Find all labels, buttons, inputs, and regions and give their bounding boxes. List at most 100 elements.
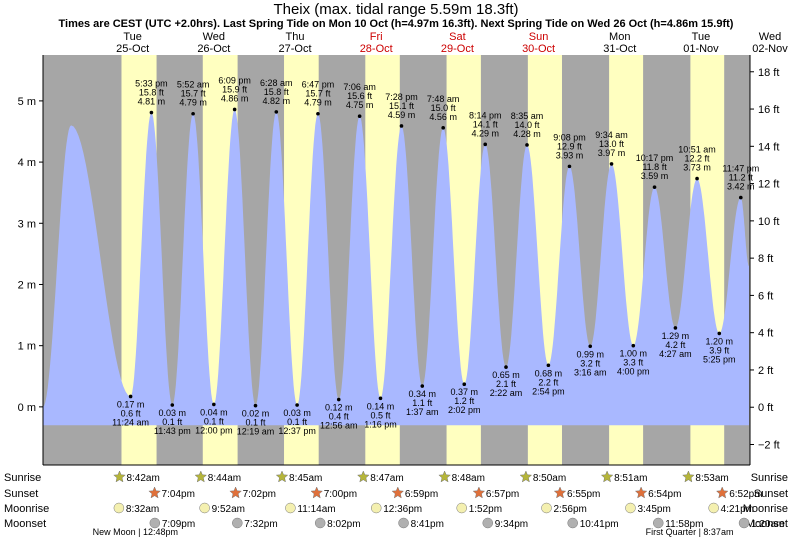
tide-m-label: 0.02 m [242,409,270,419]
day-header-date: 28-Oct [360,43,393,55]
sunrise-star-icon [275,470,289,483]
tide-ft-label: 15.1 ft [389,101,415,111]
sunrise-time: 8:48am [452,473,485,484]
moonset-time: 7:09pm [162,519,195,530]
tide-point [357,114,362,118]
tide-ft-label: 1.1 ft [412,398,433,408]
day-header-date: 29-Oct [441,43,474,55]
tide-m-label: 1.20 m [706,336,734,346]
sunset-time: 6:52pm [729,489,762,500]
day-headers: Tue25-OctWed26-OctThu27-OctFri28-OctSat2… [116,31,788,55]
astro-row-label-right: Sunset [754,488,788,500]
chart-title: Theix (max. tidal range 5.59m 18.3ft) [273,1,518,18]
tide-time-label: 6:47 pm [302,80,335,90]
tide-point [673,326,678,330]
day-header-dow: Wed [203,31,225,43]
right-axis-tick-label: 0 ft [758,402,773,414]
sunrise-time: 8:42am [126,473,159,484]
tide-time-label: 5:52 am [177,80,210,90]
tide-point [336,397,341,402]
tide-point [588,344,593,349]
sunrise-star-icon [194,470,208,483]
day-header-dow: Wed [759,31,781,43]
tide-point [316,111,320,116]
tide-time-label: 10:51 am [678,145,716,155]
tide-time-label: 10:17 pm [636,153,674,163]
day-header-date: 02-Nov [752,43,788,55]
tide-m-label: 3.59 m [641,171,669,181]
tide-time-label: 1:16 pm [364,419,397,429]
tide-m-label: 0.03 m [159,408,187,418]
tide-time-label: 7:48 am [427,94,460,104]
sunset-star-icon [715,486,729,499]
tide-ft-label: 12.2 ft [685,154,711,164]
tide-ft-label: 11.8 ft [642,162,667,172]
tide-point [295,403,299,407]
tide-ft-label: 12.9 ft [557,141,583,151]
tide-point [274,110,279,114]
sunset-star-icon [634,486,648,499]
left-axis-tick-label: 2 m [18,279,36,291]
tide-time-label: 3:16 am [574,367,607,377]
astro-row-label-left: Sunset [4,488,38,500]
tide-point [738,195,743,200]
tide-time-label: 9:08 pm [553,132,586,142]
day-header-dow: Tue [692,31,711,43]
moonrise-time: 4:21pm [721,504,754,515]
sunset-time: 7:04pm [162,489,195,500]
tide-point [567,164,572,169]
sunset-star-icon [391,486,405,499]
tide-ft-label: 0.1 ft [204,416,225,426]
astro-row-label-right: Moonrise [743,503,788,515]
tide-ft-label: 0.5 ft [370,410,391,420]
right-axis-tick-label: 8 ft [758,253,773,265]
tide-time-label: 11:43 pm [154,426,191,436]
day-header-dow: Sun [529,31,549,43]
tide-time-label: 9:34 am [595,130,628,140]
moonrise-disc-icon [199,502,210,514]
tide-ft-label: 15.8 ft [264,87,290,97]
tide-time-label: 2:02 pm [448,405,481,415]
sunrise-time: 8:51am [614,473,647,484]
tide-m-label: 1.29 m [662,331,690,341]
sunset-time: 6:55pm [567,489,600,500]
moonset-disc-icon [314,517,326,529]
tide-point [378,396,383,401]
tide-ft-label: 4.2 ft [665,340,686,350]
tide-ft-label: 0.6 ft [121,408,142,418]
tide-m-label: 0.14 m [367,401,395,411]
tide-point [483,142,488,147]
moonset-time: 1:20am [751,519,784,530]
chart-subtitle: Times are CEST (UTC +2.0hrs). Last Sprin… [59,18,734,30]
tide-point [128,394,133,399]
sunset-time: 6:54pm [648,489,681,500]
tide-ft-label: 0.1 ft [245,418,266,428]
tide-time-label: 8:35 am [511,111,544,121]
tide-time-label: 4:27 am [659,349,692,359]
moonset-time: 8:41pm [411,519,444,530]
moonrise-time: 11:14am [297,504,335,515]
tide-time-label: 6:09 pm [218,75,251,85]
tide-ft-label: 0.1 ft [287,417,308,427]
axes: 0 m 1 m 2 m 3 m 4 m 5 m −2 ft 0 ft 2 ft 4 ft 6 ft 8… [18,55,780,466]
tide-ft-label: 14.1 ft [473,119,499,129]
tide-point [420,384,425,388]
tide-m-label: 0.34 m [409,389,437,399]
moonset-disc-icon [567,517,578,529]
tide-m-label: 3.42 m [727,182,755,192]
left-axis-tick-label: 4 m [18,157,36,169]
tide-m-label: 0.04 m [200,407,228,417]
left-axis-tick-label: 1 m [18,341,36,353]
moonrise-time: 9:52am [212,504,245,515]
tide-m-label: 3.73 m [683,163,711,173]
tide-ft-label: 0.1 ft [162,417,183,427]
moonrise-disc-icon [541,502,552,514]
tide-m-label: 0.37 m [450,387,478,397]
tide-point [170,403,175,407]
tide-m-label: 4.79 m [304,98,332,108]
tide-ft-label: 15.8 ft [139,88,165,98]
right-axis-tick-label: 14 ft [758,141,779,153]
tide-ft-label: 15.0 ft [431,103,457,113]
day-header-date: 27-Oct [279,43,312,55]
tide-point [546,363,551,368]
